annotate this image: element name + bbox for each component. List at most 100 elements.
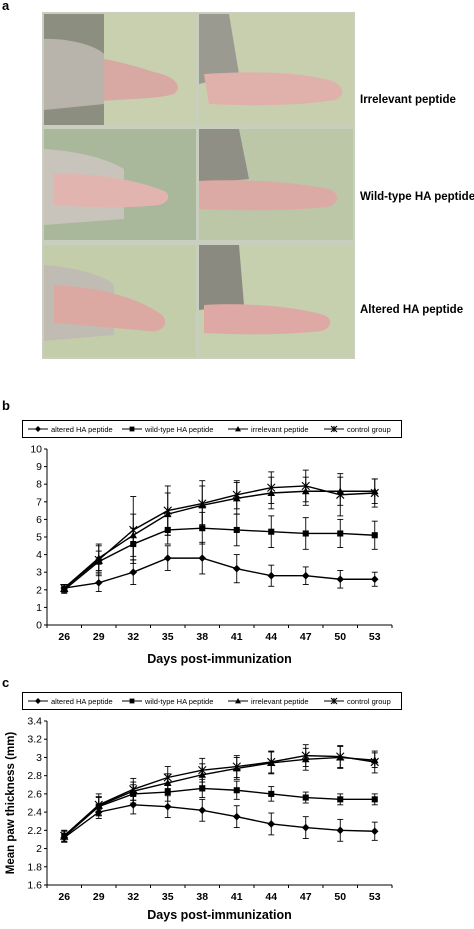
data-point xyxy=(267,820,276,828)
series-square xyxy=(61,511,378,594)
legend-label: wild-type HA peptide xyxy=(145,424,214,434)
legend-marker xyxy=(330,697,338,705)
star-marker-icon xyxy=(324,425,344,433)
data-point xyxy=(94,555,103,565)
legend-marker xyxy=(330,425,338,433)
data-point xyxy=(336,575,345,584)
star-marker-icon xyxy=(324,697,344,705)
square-marker-icon xyxy=(122,426,142,432)
y-tick-label: 2.2 xyxy=(27,825,42,837)
legend-item: control group xyxy=(323,693,391,709)
legend-marker xyxy=(35,698,41,704)
y-tick-label: 1.8 xyxy=(27,861,42,873)
diamond-marker-icon xyxy=(28,426,48,432)
paw-photo-altered-left xyxy=(44,245,196,357)
series-line xyxy=(63,756,375,837)
y-tick-label: 2.4 xyxy=(27,807,42,819)
data-point xyxy=(129,801,138,809)
data-point xyxy=(301,823,310,832)
data-point xyxy=(129,525,138,535)
x-tick-label: 29 xyxy=(93,891,105,903)
series-line xyxy=(63,754,375,837)
legend-b: altered HA peptide wild-type HA peptide … xyxy=(22,420,402,438)
legend-item: irrelevant peptide xyxy=(227,693,309,709)
x-tick-label: 35 xyxy=(162,891,174,903)
x-tick-label: 41 xyxy=(231,631,243,643)
paw-photo-wildtype-right xyxy=(199,129,353,240)
y-tick-label: 3.4 xyxy=(27,716,42,728)
data-point xyxy=(198,554,207,562)
data-point xyxy=(198,806,207,815)
legend-marker xyxy=(235,426,241,432)
y-tick-label: 1 xyxy=(36,602,42,614)
chart-b: 0 1 2 3 4 5 6 7 8 9 10 26 29 32 35 38 41 44 47 50 53 Days pos… xyxy=(30,444,393,666)
legend-item: irrelevant peptide xyxy=(227,421,309,437)
y-tick-label: 2 xyxy=(36,584,42,596)
data-point xyxy=(60,583,69,593)
triangle-marker-icon xyxy=(228,426,248,432)
series-line xyxy=(63,527,375,591)
y-tick-label: 9 xyxy=(36,461,42,473)
y-axis-label: Mean paw thickness (mm) xyxy=(5,732,17,875)
data-point xyxy=(60,831,69,840)
y-tick-label: 0 xyxy=(36,620,42,632)
legend-label: wild-type HA peptide xyxy=(145,696,214,706)
data-point xyxy=(163,506,172,515)
x-tick-label: 53 xyxy=(369,631,381,643)
legend-c: altered HA peptide wild-type HA peptide … xyxy=(22,692,402,710)
x-tick-label: 47 xyxy=(300,631,312,643)
data-point xyxy=(370,757,379,767)
series-line xyxy=(63,485,375,589)
series-diamond xyxy=(60,541,379,593)
data-point xyxy=(233,787,240,794)
x-axis-label: Days post-immunization xyxy=(147,908,291,922)
data-point xyxy=(94,578,103,587)
data-point xyxy=(199,525,206,532)
row-label-wildtype: Wild-type HA peptide xyxy=(360,191,474,203)
y-tick-label: 1.6 xyxy=(27,880,42,892)
series-square xyxy=(61,778,378,843)
diamond-marker-icon xyxy=(28,698,48,704)
series-diamond xyxy=(60,795,379,843)
series-star xyxy=(60,744,379,842)
x-tick-label: 32 xyxy=(127,891,139,903)
legend-item: altered HA peptide xyxy=(27,693,113,709)
data-point xyxy=(267,571,276,580)
data-point xyxy=(371,796,378,803)
row-label-altered: Altered HA peptide xyxy=(360,304,464,316)
y-tick-label: 8 xyxy=(36,479,42,491)
paw-photo-irrelevant-left xyxy=(44,14,196,125)
panel-letter-c: c xyxy=(2,675,10,690)
data-point xyxy=(371,532,378,539)
legend-label: irrelevant peptide xyxy=(251,696,309,706)
data-point xyxy=(336,752,345,761)
legend-label: altered HA peptide xyxy=(51,424,113,434)
square-marker-icon xyxy=(122,698,142,704)
data-point xyxy=(163,773,172,782)
chart-c: 1.6 1.8 2 2.2 2.4 2.6 2.8 3 3.2 3.4 26 29 32 35 38 41 44… xyxy=(5,716,393,922)
data-point xyxy=(301,751,310,760)
legend-marker xyxy=(35,426,41,432)
x-tick-label: 38 xyxy=(196,631,208,643)
row-label-irrelevant: Irrelevant peptide xyxy=(360,94,456,106)
data-point xyxy=(370,575,379,584)
data-point xyxy=(232,812,241,821)
series-line xyxy=(63,804,375,839)
data-point xyxy=(302,530,309,537)
legend-item: altered HA peptide xyxy=(27,421,113,437)
data-point xyxy=(163,554,172,562)
legend-item: wild-type HA peptide xyxy=(121,421,213,437)
y-tick-label: 3.2 xyxy=(27,734,42,746)
x-tick-label: 26 xyxy=(58,891,70,903)
series-line xyxy=(63,787,375,838)
y-tick-label: 2 xyxy=(36,843,42,855)
panel-letter-a: a xyxy=(2,0,10,13)
data-point xyxy=(268,790,275,797)
y-tick-label: 7 xyxy=(36,496,42,508)
data-point xyxy=(198,766,207,775)
x-tick-label: 35 xyxy=(162,631,174,643)
data-point xyxy=(336,826,345,835)
panel-letter-b: b xyxy=(2,398,10,413)
data-point xyxy=(301,481,310,491)
x-tick-label: 44 xyxy=(265,631,277,643)
